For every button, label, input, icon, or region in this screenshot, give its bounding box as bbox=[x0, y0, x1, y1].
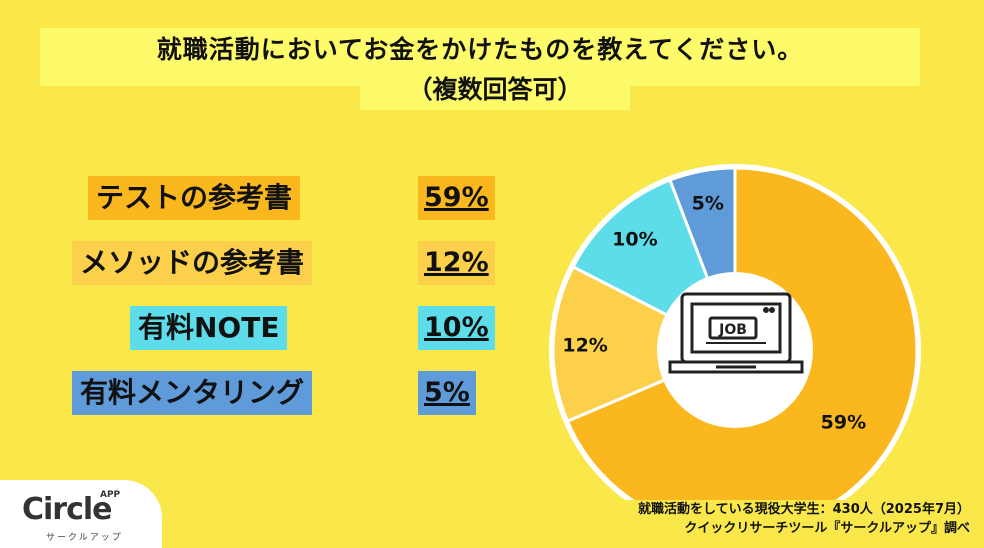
legend-label-test-books: テストの参考書 bbox=[88, 176, 301, 220]
donut-chart: JOB 59% 12% 10% 5% bbox=[549, 164, 921, 500]
legend-label-paid-mentoring: 有料メンタリング bbox=[72, 371, 313, 415]
logo-background bbox=[0, 480, 162, 548]
logo-subtitle: サークルアップ bbox=[46, 533, 123, 543]
page-title: 就職活動においてお金をかけたものを教えてください。 bbox=[156, 35, 804, 64]
laptop-job-icon bbox=[668, 292, 804, 374]
slice-data-label-3: 10% bbox=[612, 228, 657, 250]
logo-app-badge: APP bbox=[100, 490, 121, 500]
slice-data-label-1: 59% bbox=[821, 412, 866, 434]
source-note: 就職活動をしている現役大学生：430人（2025年7月） クイックリサーチツール… bbox=[638, 500, 970, 538]
legend-percent-test-books: 59% bbox=[418, 176, 495, 220]
source-line2: クイックリサーチツール『サークルアップ』調べ bbox=[684, 521, 970, 536]
legend-percent-paid-mentoring: 5% bbox=[418, 371, 476, 415]
legend-label-method-books: メソッドの参考書 bbox=[72, 241, 313, 285]
legend-percent-method-books: 12% bbox=[418, 241, 495, 285]
legend-label-paid-note: 有料NOTE bbox=[130, 306, 288, 350]
job-icon-text: JOB bbox=[718, 322, 747, 338]
circle-logo: Circle bbox=[22, 492, 113, 527]
legend-percent-paid-note: 10% bbox=[418, 306, 495, 350]
pie-slice-2 bbox=[551, 264, 739, 424]
title-background-line2 bbox=[360, 66, 630, 110]
source-line1: 就職活動をしている現役大学生：430人（2025年7月） bbox=[638, 502, 970, 517]
page-subtitle: （複数回答可） bbox=[407, 75, 583, 104]
slice-data-label-4: 5% bbox=[692, 192, 724, 214]
slice-data-label-2: 12% bbox=[562, 335, 607, 357]
